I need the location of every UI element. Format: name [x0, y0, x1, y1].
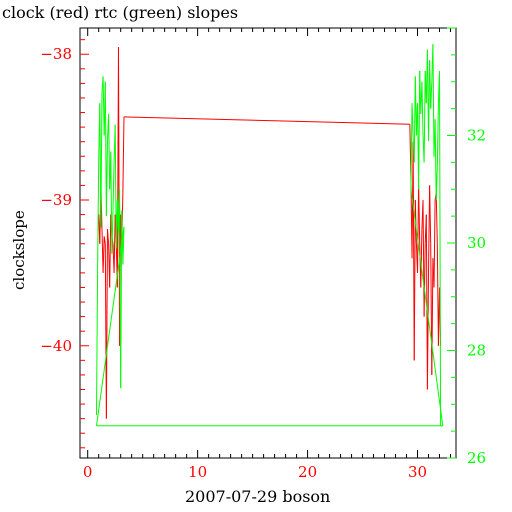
clock-segment [436, 243, 439, 346]
rtc-segment [108, 113, 111, 190]
rtc-segment [432, 44, 435, 158]
y2-tick-label: 26 [467, 449, 486, 467]
x-axis-label: 2007-07-29 boson [185, 487, 331, 506]
rtc-segment [95, 226, 125, 426]
rtc-segment [430, 81, 433, 109]
clock-segment [429, 185, 432, 244]
tick-labels: 0 10 20 30 −38 −39 −40 26 28 30 32 [40, 45, 486, 481]
clock-segment [106, 229, 110, 244]
clock-segment [431, 258, 434, 375]
y2-tick-label: 32 [467, 127, 486, 145]
clock-segment [105, 229, 108, 419]
y-tick-label: −39 [40, 191, 72, 209]
rtc-segment [122, 226, 125, 265]
rtc-segment [429, 60, 432, 109]
rtc-segment [436, 103, 439, 168]
rtc-segment [110, 151, 113, 254]
clock-segment [123, 116, 410, 125]
clock-segment [109, 214, 112, 288]
rtc-segment [410, 103, 413, 190]
y-tick-label: −38 [40, 45, 72, 63]
y2-tick-label: 28 [467, 342, 486, 360]
clock-segment [418, 185, 421, 244]
y-tick-label: −40 [40, 337, 72, 355]
rtc-segment [104, 81, 107, 217]
clock-segment [122, 116, 125, 193]
clock-segment [113, 214, 116, 273]
rtc-segment [111, 210, 114, 254]
clock-segment [426, 272, 430, 390]
chart-title: clock (red) rtc (green) slopes [2, 3, 239, 22]
rtc-segment [114, 124, 117, 249]
y2-tick-label: 30 [467, 234, 486, 252]
clock-segment [423, 243, 426, 317]
clock-segment [435, 192, 438, 244]
series-layer [95, 44, 444, 427]
rtc-segment [120, 210, 123, 389]
rtc-segment [105, 140, 108, 217]
axis-ticks [80, 27, 456, 459]
clock-segment [103, 236, 106, 244]
clock-segment [433, 199, 436, 288]
rtc-segment [414, 76, 417, 136]
plot-frame [79, 27, 457, 459]
rtc-segment [421, 81, 424, 136]
rtc-segment [411, 103, 414, 136]
clock-series [98, 46, 442, 419]
clock-segment [420, 229, 423, 288]
rtc-segment [423, 70, 426, 163]
rtc-segment [112, 162, 115, 211]
rtc-segment [418, 70, 421, 190]
rtc-segment [97, 162, 100, 270]
x-tick-label: 10 [188, 463, 207, 481]
clock-segment [102, 236, 105, 273]
rtc-series [95, 44, 444, 427]
rtc-segment [439, 70, 442, 426]
rtc-segment [95, 269, 99, 416]
rtc-segment [100, 92, 103, 227]
x-tick-label: 20 [298, 463, 317, 481]
rtc-segment [410, 189, 444, 426]
rtc-segment [435, 167, 438, 201]
clock-segment [413, 199, 416, 361]
rtc-segment [434, 119, 437, 201]
x-tick-label: 30 [408, 463, 427, 481]
x-tick-label: 0 [83, 463, 93, 481]
clock-segment [414, 199, 417, 244]
